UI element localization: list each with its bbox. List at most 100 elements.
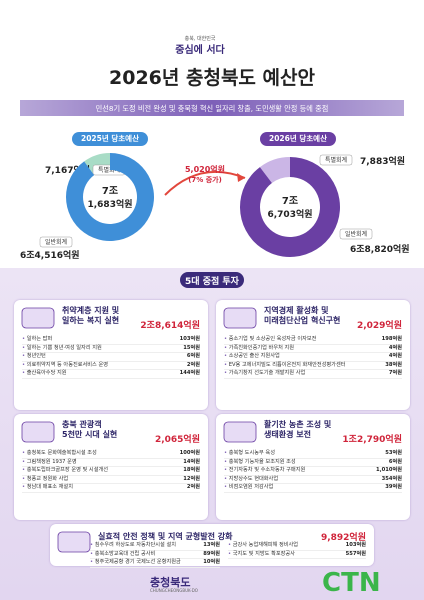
- item-row: 청풍교 정원화 사업 12억원: [22, 476, 200, 485]
- card-icon: [21, 307, 55, 329]
- segment-name: 특별회계: [325, 156, 347, 164]
- item-amount: 6억원: [186, 353, 200, 360]
- item-row: 그림책정원 1937 운영 14억원: [22, 459, 200, 468]
- item-name: 금강사 농업재해피해 정비사업: [228, 542, 298, 550]
- segment-name: 일반회계: [45, 238, 67, 246]
- item-amount: 39억원: [385, 484, 402, 491]
- card-title-line: 취약계층 지원 및: [62, 306, 120, 315]
- card-items: 중소기업 및 소상공인 육성자금 이자보전 198억원가족친화인증기업 바우처 지…: [224, 336, 402, 379]
- item-row: 가족친화인증기업 바우처 지원 4억원: [224, 345, 402, 354]
- segment-tag: [319, 154, 353, 166]
- card-title-line: 활기찬 농촌 조성 및: [264, 420, 332, 429]
- card-items: 침수우려 하상도로 자동차단시설 설치 13억원충북소방교육대 건립 공사비 89억…: [90, 542, 220, 568]
- item-row: 청주국제공항 경기 국제노선 운항지원금 10억원: [90, 559, 220, 568]
- footer-brand: CTN: [322, 568, 381, 598]
- icon-shape: [223, 307, 257, 329]
- item-row: 전기자동차 및 수소차동차 구매지원 1,010억원: [224, 467, 402, 476]
- item-name: 의료취약지역 등 아동진료서비스 운영: [22, 362, 108, 370]
- item-row: 일하는 밥퍼 103억원: [22, 336, 200, 345]
- card-icon: [57, 531, 91, 553]
- card-title: 지역경제 활성화 및 미래첨단산업 혁신구현: [264, 306, 340, 326]
- item-row: 충청북도 문화예술복합시설 조성 100억원: [22, 450, 200, 459]
- item-amount: 18억원: [183, 467, 200, 474]
- total-line1: 7조: [282, 195, 298, 207]
- item-amount: 4억원: [388, 344, 402, 351]
- item-amount: 2억원: [186, 361, 200, 368]
- item-name: 충북형 도시농부 육성: [224, 450, 275, 458]
- card-title: 실효적 안전 정책 및 지역 균형발전 강화: [98, 532, 232, 542]
- card-title: 충북 관광객 5천만 시대 실현: [62, 420, 117, 440]
- icon-shape: [57, 531, 91, 553]
- item-amount: 103억원: [345, 542, 366, 548]
- item-row: 청년인턴 6억원: [22, 353, 200, 362]
- item-row: 지방상수도 현대화사업 354억원: [224, 476, 402, 485]
- item-amount: 354억원: [381, 475, 402, 482]
- card-total: 2,029억원: [356, 321, 402, 331]
- item-amount: 198억원: [381, 336, 402, 342]
- item-name: 국지도 및 지방도 확포장공사: [228, 551, 295, 559]
- budget-label: 2026년 당초예산: [260, 132, 336, 146]
- item-name: 비점오염원 저감사업: [224, 484, 274, 492]
- item-row: EV용 고에너지밀도 리튬이온전지 화재안전성평가센터 38억원: [224, 362, 402, 371]
- card-title-line: 생태환경 보전: [264, 430, 311, 439]
- footer-org-en: CHUNGCHEONGBUK-DO: [150, 588, 198, 593]
- item-row: 충북도립파크골프장 운영 및 시설개선 18억원: [22, 467, 200, 476]
- slogan-small: 충북, 대한민국: [185, 35, 216, 42]
- item-row: 가속기창지 선도기술 개발지원 사업 7억원: [224, 370, 402, 379]
- item-row: 충북형 기능자율 보조지원 조성 6억원: [224, 459, 402, 468]
- item-name: 일하는 기쁨 청년·여성 일자리 지원: [22, 345, 102, 353]
- title: 2026년 충청북도 예산안: [109, 67, 315, 89]
- item-name: 출산육아수당 지원: [22, 370, 67, 378]
- item-name: 침수우려 하상도로 자동차단시설 설치: [90, 542, 176, 550]
- item-row: 출산육아수당 지원 144억원: [22, 370, 200, 379]
- card-total: 2,065억원: [154, 435, 200, 445]
- segment-name: 일반회계: [345, 230, 367, 238]
- section-title: 5대 중점 투자: [185, 275, 240, 287]
- item-name: 충청북도 문화예술복합시설 조성: [22, 450, 97, 458]
- item-name: 그림책정원 1937 운영: [22, 459, 77, 467]
- card: 실효적 안전 정책 및 지역 균형발전 강화 9,892억원침수우려 하상도로 자…: [50, 524, 374, 568]
- item-name: 충북소방교육대 건립 공사비: [90, 551, 156, 559]
- item-name: 청풍교 정원화 사업: [22, 476, 68, 484]
- item-amount: 7억원: [388, 370, 402, 377]
- arrow: [164, 170, 246, 196]
- item-row: 충북형 도시농부 육성 53억원: [224, 450, 402, 459]
- item-name: 충북형 기능자율 보조지원 조성: [224, 459, 296, 467]
- top-graphic: 충북, 대한민국 중심에 서다 2026년 충청북도 예산안 민선8기 도정 비…: [4, 20, 420, 288]
- card-title-line: 지역경제 활성화 및: [264, 306, 329, 315]
- segment-tag: [339, 228, 373, 240]
- subtitle-bar: [20, 100, 404, 116]
- item-name: 청주국제공항 경기 국제노선 운항지원금: [90, 559, 181, 567]
- footer-org: 충청북도: [150, 576, 191, 589]
- item-amount: 144억원: [179, 370, 200, 377]
- card-items: 금강사 농업재해피해 정비사업 103억원국지도 및 지방도 확포장공사 557억원: [228, 542, 366, 560]
- item-amount: 103억원: [179, 336, 200, 342]
- item-amount: 12억원: [183, 475, 200, 482]
- donut-segment: [65, 153, 154, 242]
- section-pill: [180, 272, 244, 288]
- item-name: 소상공인 출산 지원사업: [224, 353, 280, 361]
- increase-amount: 5,020억원: [185, 164, 225, 174]
- total-line2: 1,683억원: [87, 198, 132, 210]
- item-row: 충북소방교육대 건립 공사비 89억원: [90, 551, 220, 560]
- item-row: 의료취약지역 등 아동진료서비스 운영 2억원: [22, 362, 200, 371]
- card-items: 일하는 밥퍼 103억원일하는 기쁨 청년·여성 일자리 지원 15억원청년인턴 6억…: [22, 336, 200, 379]
- item-name: 가족친화인증기업 바우처 지원: [224, 345, 294, 353]
- item-row: 침수우려 하상도로 자동차단시설 설치 13억원: [90, 542, 220, 551]
- segment-amount: 7,883억원: [360, 155, 405, 167]
- item-name: EV용 고에너지밀도 리튬이온전지 화재안전성평가센터: [224, 362, 346, 370]
- item-amount: 89억원: [203, 550, 220, 557]
- item-row: 중소기업 및 소상공인 육성자금 이자보전 198억원: [224, 336, 402, 345]
- item-amount: 13억원: [203, 542, 220, 548]
- item-name: 청년인턴: [22, 353, 46, 361]
- total-line1: 7조: [102, 185, 118, 197]
- item-amount: 4억원: [388, 353, 402, 360]
- item-amount: 38억원: [385, 361, 402, 368]
- item-name: 청남대 매표소 재설치: [22, 484, 73, 492]
- item-row: 일하는 기쁨 청년·여성 일자리 지원 15억원: [22, 345, 200, 354]
- item-name: 일하는 밥퍼: [22, 336, 53, 344]
